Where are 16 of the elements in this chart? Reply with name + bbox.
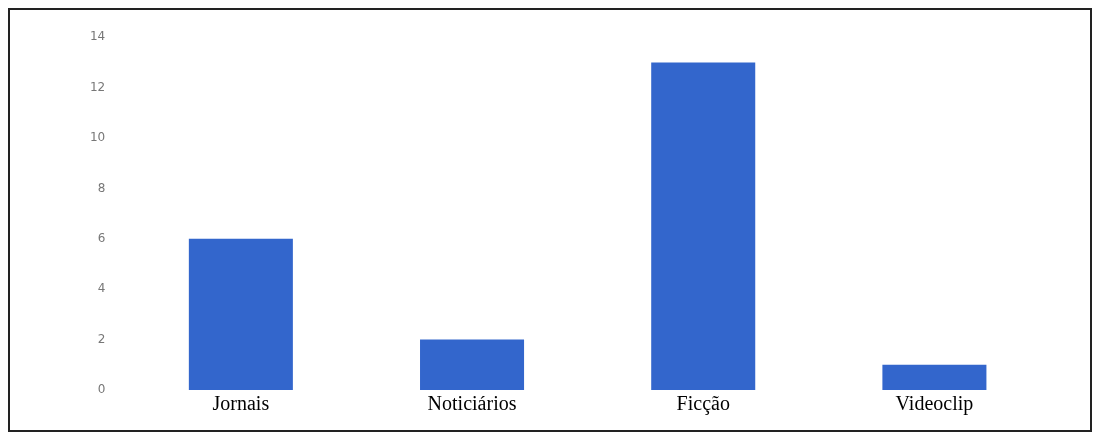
y-tick-label: 4 — [97, 281, 106, 296]
x-tick-label: Ficção — [676, 392, 730, 416]
y-tick-label: 6 — [97, 230, 106, 245]
y-tick-label: 14 — [89, 29, 106, 44]
bar — [188, 238, 293, 390]
y-tick-label: 10 — [89, 130, 106, 145]
y-tick-label: 8 — [97, 180, 106, 195]
y-tick-label: 2 — [97, 331, 106, 346]
y-tick-label: 12 — [89, 79, 106, 94]
y-tick-label: 0 — [97, 382, 106, 397]
bar — [882, 364, 987, 390]
x-tick-label: Videoclip — [895, 392, 974, 416]
x-tick-label: Noticiários — [427, 392, 517, 415]
bar — [651, 62, 756, 390]
bar — [420, 339, 525, 390]
x-tick-label: Jornais — [212, 392, 270, 415]
